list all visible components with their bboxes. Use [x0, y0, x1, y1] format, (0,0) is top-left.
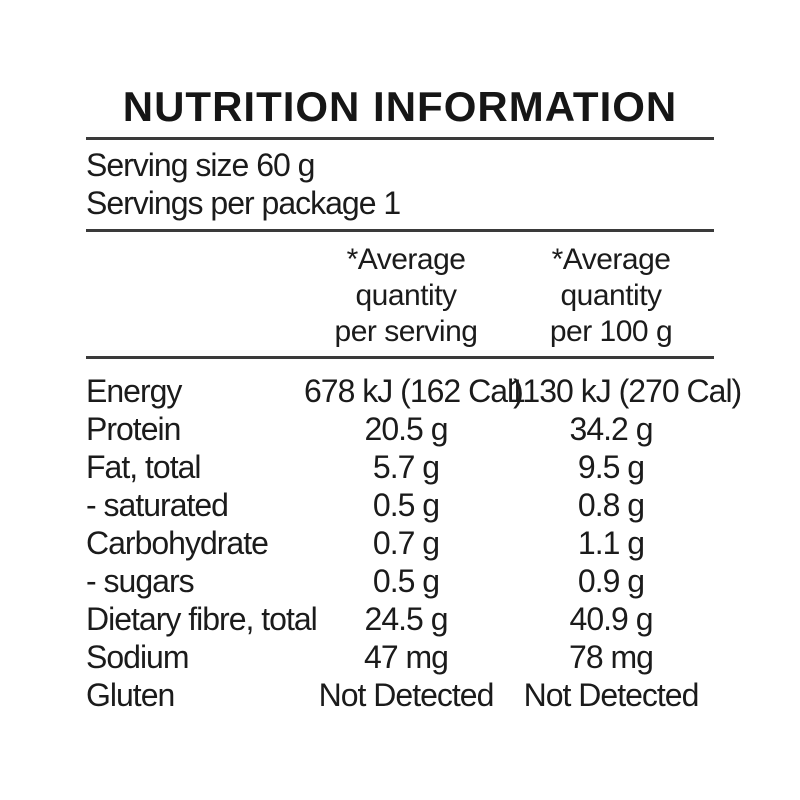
- value-per-serving: 678 kJ (162 Cal): [304, 373, 524, 409]
- column-header-line: per 100 g: [549, 315, 673, 348]
- value-per-100g: 9.5 g: [577, 449, 645, 485]
- column-header-line: quantity: [560, 279, 662, 312]
- nutrient-label: Protein: [86, 411, 181, 447]
- column-header-line: *Average: [346, 243, 466, 276]
- value-per-100g: 0.8 g: [577, 487, 645, 523]
- column-header-blank: [86, 242, 304, 350]
- nutrient-label: - saturated: [86, 487, 229, 523]
- nutrient-label: Dietary fibre, total: [86, 601, 318, 637]
- table-header-row: *Average quantity per serving *Average q…: [86, 242, 714, 350]
- nutrient-row-carbohydrate: Carbohydrate 0.7 g 1.1 g: [86, 524, 714, 562]
- value-per-serving: 0.7 g: [372, 525, 440, 561]
- nutrient-row-energy: Energy 678 kJ (162 Cal) 1130 kJ (270 Cal…: [86, 372, 742, 410]
- value-per-100g: 40.9 g: [569, 601, 654, 637]
- nutrient-table: Energy 678 kJ (162 Cal) 1130 kJ (270 Cal…: [86, 372, 742, 714]
- nutrient-label: Energy: [86, 373, 182, 409]
- value-per-100g: 34.2 g: [569, 411, 654, 447]
- nutrient-row-protein: Protein 20.5 g 34.2 g: [86, 410, 714, 448]
- nutrient-label: - sugars: [86, 563, 195, 599]
- value-per-100g: 1130 kJ (270 Cal): [508, 373, 742, 409]
- nutrient-row-saturated-fat: - saturated 0.5 g 0.8 g: [86, 486, 714, 524]
- serving-size-text: Serving size 60 g: [86, 147, 315, 183]
- value-per-100g: 0.9 g: [577, 563, 645, 599]
- serving-divider: [86, 229, 714, 232]
- column-header-line: *Average: [551, 243, 671, 276]
- title-divider: [86, 137, 714, 140]
- value-per-serving: 5.7 g: [372, 449, 440, 485]
- nutrient-row-sodium: Sodium 47 mg 78 mg: [86, 638, 714, 676]
- nutrient-label: Fat, total: [86, 449, 202, 485]
- value-per-serving: 47 mg: [364, 639, 449, 675]
- nutrition-information-panel: NUTRITION INFORMATION Serving size 60 g …: [86, 0, 742, 714]
- serving-info: Serving size 60 g Servings per package 1: [86, 146, 714, 222]
- nutrient-label: Carbohydrate: [86, 525, 269, 561]
- panel-title: NUTRITION INFORMATION: [122, 83, 678, 130]
- value-per-serving: 0.5 g: [372, 563, 440, 599]
- value-per-serving: Not Detected: [318, 677, 495, 713]
- header-divider: [86, 356, 714, 359]
- servings-per-package-text: Servings per package 1: [86, 185, 401, 221]
- value-per-serving: 20.5 g: [364, 411, 449, 447]
- value-per-serving: 24.5 g: [364, 601, 449, 637]
- column-header-line: per serving: [334, 315, 478, 348]
- value-per-100g: 1.1 g: [577, 525, 645, 561]
- column-header-per-serving: *Average quantity per serving: [304, 242, 508, 350]
- value-per-100g: 78 mg: [569, 639, 654, 675]
- value-per-100g: Not Detected: [523, 677, 700, 713]
- nutrient-row-dietary-fibre: Dietary fibre, total 24.5 g 40.9 g: [86, 600, 714, 638]
- value-per-serving: 0.5 g: [372, 487, 440, 523]
- nutrient-row-fat-total: Fat, total 5.7 g 9.5 g: [86, 448, 714, 486]
- column-header-per-100g: *Average quantity per 100 g: [508, 242, 714, 350]
- nutrient-label: Gluten: [86, 677, 175, 713]
- nutrient-row-gluten: Gluten Not Detected Not Detected: [86, 676, 714, 714]
- column-header-line: quantity: [355, 279, 457, 312]
- nutrient-row-sugars: - sugars 0.5 g 0.9 g: [86, 562, 714, 600]
- nutrient-label: Sodium: [86, 639, 190, 675]
